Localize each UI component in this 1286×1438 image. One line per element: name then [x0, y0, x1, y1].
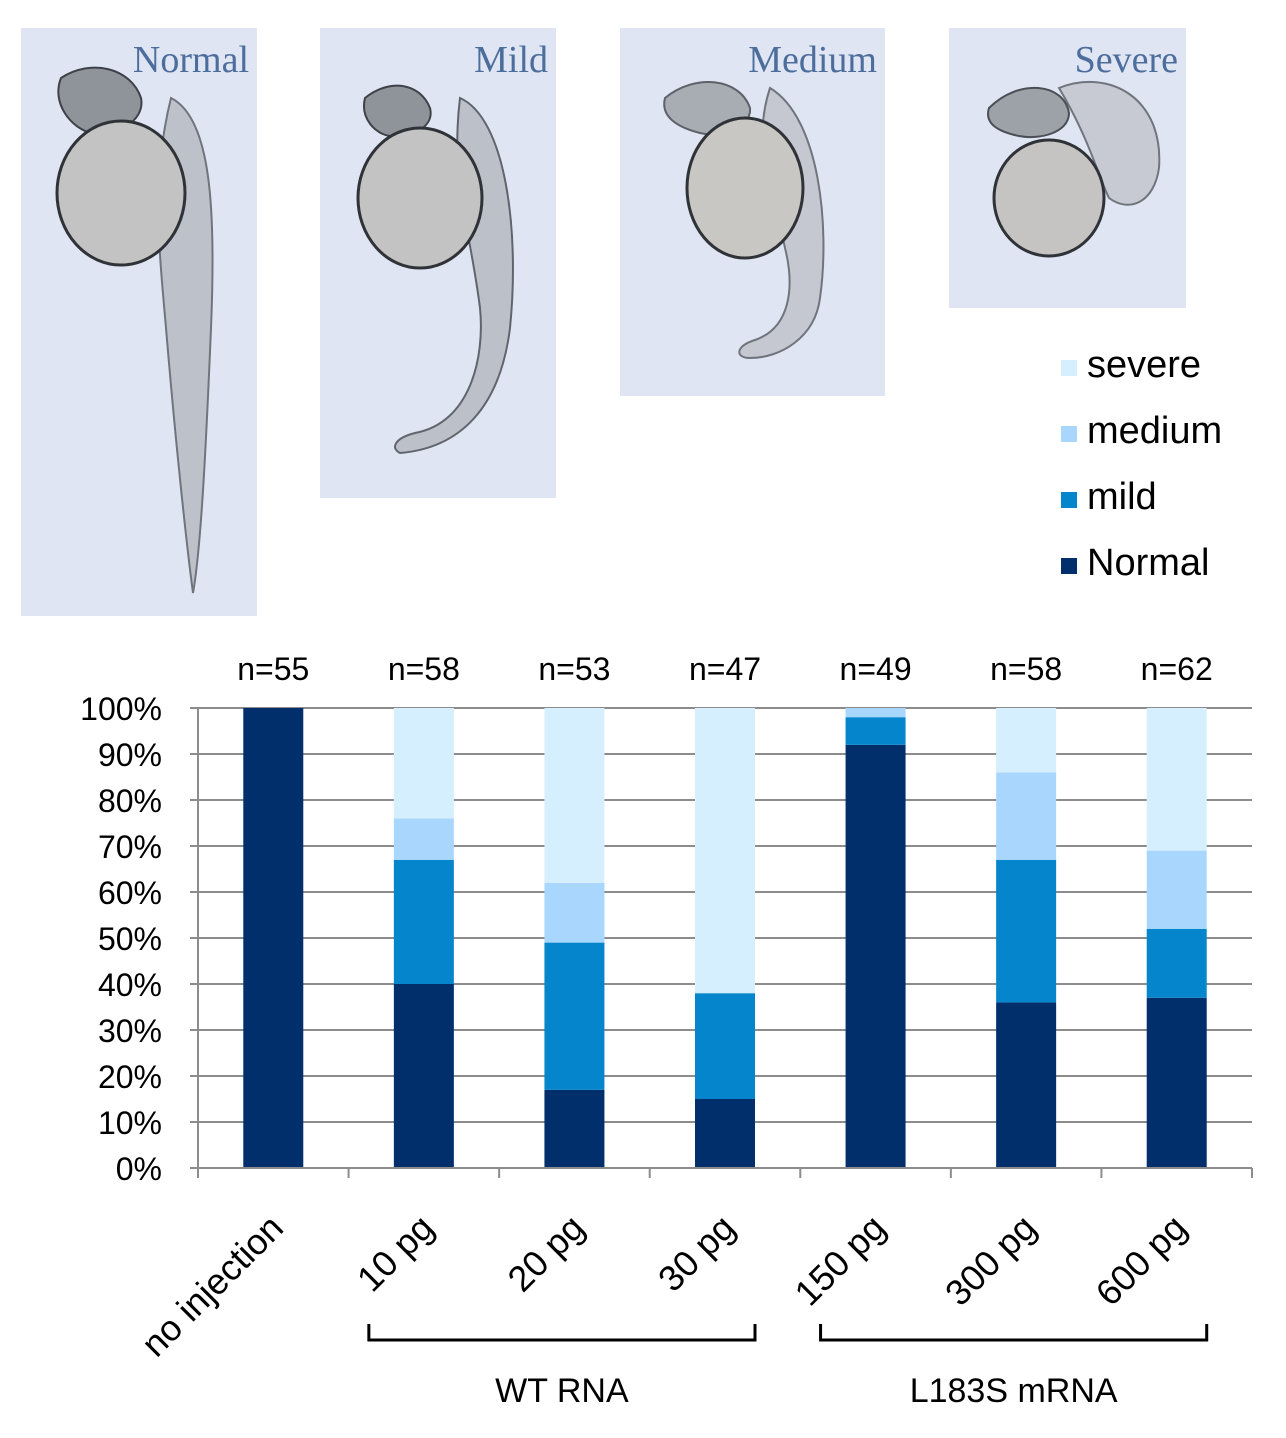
panel-label-medium: Medium	[748, 39, 877, 81]
panel-label-mild: Mild	[474, 39, 548, 81]
y-tick-label: 40%	[98, 967, 162, 1003]
bar-segment-severe	[393, 708, 454, 819]
legend-label-mild: mild	[1087, 476, 1157, 518]
bar-segment-mild	[996, 859, 1057, 1003]
bar-segment-severe	[695, 708, 755, 994]
legend-item-severe: severe	[1055, 336, 1275, 402]
bar-segment-mild	[393, 859, 454, 984]
bar-segment-normal	[243, 708, 304, 1168]
bar-segment-mild	[845, 717, 906, 745]
bar-segment-medium	[544, 882, 605, 943]
group-label: L183S mRNA	[910, 1372, 1118, 1410]
n-label: n=58	[388, 651, 460, 687]
bar-segment-normal	[996, 1002, 1057, 1168]
y-tick-label: 30%	[98, 1013, 162, 1049]
x-tick-label: 300 pg	[937, 1207, 1044, 1314]
legend-item-normal: Normal	[1055, 534, 1275, 600]
legend-swatch-medium	[1061, 426, 1077, 442]
y-tick-label: 90%	[98, 737, 162, 773]
legend-swatch-severe	[1061, 360, 1077, 376]
x-tick-label: 150 pg	[786, 1207, 893, 1314]
bar-segment-mild	[1146, 928, 1207, 998]
y-tick-label: 70%	[98, 829, 162, 865]
legend-item-medium: medium	[1055, 402, 1275, 468]
n-label: n=47	[689, 651, 761, 687]
x-tick-label: 10 pg	[349, 1207, 442, 1300]
y-tick-label: 50%	[98, 921, 162, 957]
panel-label-normal: Normal	[132, 39, 249, 81]
x-tick-label: 600 pg	[1088, 1207, 1195, 1314]
y-tick-label: 60%	[98, 875, 162, 911]
bar-segment-normal	[845, 744, 906, 1168]
bar-segment-normal	[544, 1089, 605, 1168]
n-label: n=62	[1141, 651, 1213, 687]
embryo-image-severe: Severe	[949, 28, 1186, 308]
bar-segment-mild	[544, 942, 605, 1090]
embryo-normal-drawing	[55, 66, 214, 594]
bar-segment-medium	[1146, 850, 1207, 929]
embryo-image-medium: Medium	[620, 28, 885, 396]
bar-segment-normal	[695, 1099, 755, 1168]
x-tick-label: 30 pg	[650, 1207, 743, 1300]
bar-segment-medium	[996, 772, 1057, 860]
y-tick-label: 10%	[98, 1105, 162, 1141]
group-bracket	[819, 1324, 1209, 1342]
group-bracket	[367, 1324, 757, 1342]
bar-segment-medium	[393, 818, 454, 860]
bar-segment-severe	[996, 708, 1057, 773]
n-label: n=53	[538, 651, 610, 687]
bar-segment-normal	[1146, 997, 1207, 1168]
x-tick-label: 20 pg	[499, 1207, 592, 1300]
n-label: n=55	[237, 651, 309, 687]
n-label: n=58	[990, 651, 1062, 687]
bar-segment-mild	[695, 993, 755, 1099]
legend-item-mild: mild	[1055, 468, 1275, 534]
chart-legend: severe medium mild Normal	[1055, 336, 1275, 600]
stacked-bar-chart: 0% 10% 20% 30% 40% 50% 60% 70% 80% 90% 100% n=55 no …	[80, 651, 1253, 1410]
x-tick-label: no injection	[133, 1207, 291, 1365]
embryo-medium-drawing	[663, 81, 825, 360]
legend-swatch-normal	[1061, 558, 1077, 574]
embryo-mild-drawing	[356, 84, 514, 455]
y-tick-label: 100%	[80, 691, 162, 727]
legend-label-normal: Normal	[1087, 542, 1210, 584]
y-tick-label: 0%	[116, 1151, 162, 1187]
bar-segment-severe	[544, 708, 605, 883]
y-tick-label: 80%	[98, 783, 162, 819]
n-label: n=49	[840, 651, 912, 687]
group-label: WT RNA	[495, 1372, 629, 1410]
panel-label-severe: Severe	[1074, 39, 1178, 81]
bar-segment-medium	[845, 708, 906, 718]
embryo-image-normal: Normal	[21, 28, 257, 616]
legend-label-severe: severe	[1087, 344, 1202, 386]
bar-segment-normal	[393, 984, 454, 1168]
bar-segment-severe	[1146, 708, 1207, 851]
embryo-image-mild: Mild	[320, 28, 556, 498]
y-tick-label: 20%	[98, 1059, 162, 1095]
legend-label-medium: medium	[1087, 410, 1223, 452]
legend-swatch-mild	[1061, 492, 1077, 508]
embryo-severe-drawing	[987, 80, 1161, 258]
